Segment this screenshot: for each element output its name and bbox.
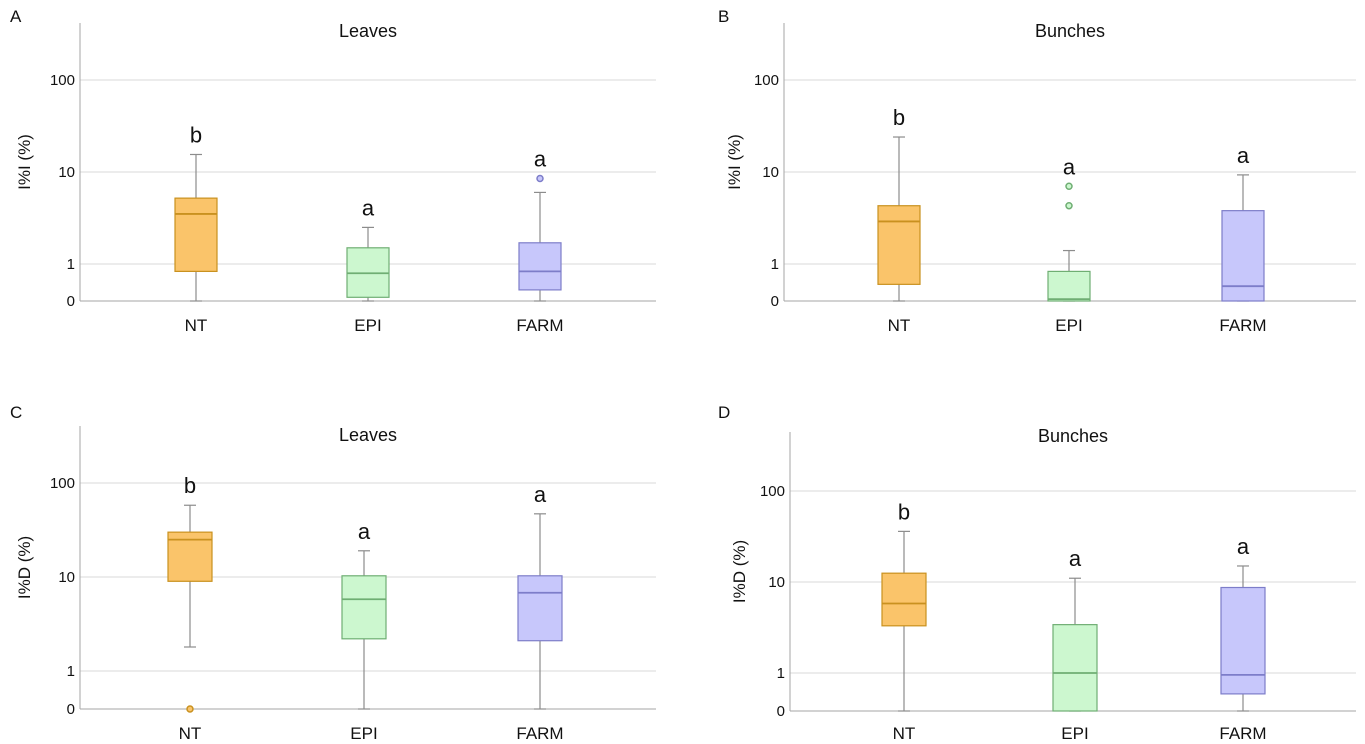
boxplot-epi: a: [341, 519, 387, 710]
boxplot-farm: a: [1220, 534, 1266, 712]
outlier-point: [1065, 201, 1073, 210]
y-tick-label: 1: [67, 256, 75, 273]
panel-title: Leaves: [339, 21, 397, 41]
y-tick-label: 0: [67, 293, 75, 310]
iqr-box: [881, 572, 927, 627]
significance-letter: a: [1069, 546, 1082, 571]
y-tick-label: 1: [67, 663, 75, 680]
iqr-box: [174, 197, 218, 272]
iqr-box: [1052, 624, 1098, 712]
y-tick-label: 1: [777, 665, 785, 682]
significance-letter: b: [190, 122, 202, 147]
category-label-nt: NT: [888, 316, 911, 335]
y-tick-label: 100: [50, 475, 75, 492]
significance-letter: b: [893, 105, 905, 130]
boxplot-farm: a: [517, 482, 563, 710]
iqr-box: [1220, 586, 1266, 695]
panel-a: A 0 1 10 100 Leaves I%I (%) NT EPI FARM b a a: [10, 7, 656, 335]
y-tick-label: 100: [754, 72, 779, 89]
boxplot-nt: b: [167, 473, 213, 713]
y-axis-label: I%I (%): [15, 134, 34, 190]
category-label-epi: EPI: [350, 724, 377, 743]
y-axis-label: I%D (%): [15, 536, 34, 599]
panel-title: Bunches: [1038, 426, 1108, 446]
category-label-nt: NT: [185, 316, 208, 335]
y-tick-label: 10: [58, 164, 75, 181]
category-label-nt: NT: [179, 724, 202, 743]
iqr-box: [517, 575, 563, 642]
significance-letter: a: [1063, 154, 1076, 179]
y-tick-label: 10: [762, 164, 779, 181]
y-axis-label: I%D (%): [730, 540, 749, 603]
category-label-epi: EPI: [1061, 724, 1088, 743]
panel-b: B 0 1 10 100 Bunches I%I (%) NT EPI FARM b a a: [718, 7, 1356, 335]
iqr-box: [1047, 270, 1091, 302]
boxplot-epi: a: [1052, 546, 1098, 712]
significance-letter: b: [184, 473, 196, 498]
boxplot-epi: a: [1047, 154, 1091, 302]
panel-letter: D: [718, 403, 730, 422]
iqr-box: [518, 242, 562, 291]
category-label-farm: FARM: [516, 724, 563, 743]
outlier-point: [536, 174, 544, 183]
significance-letter: a: [534, 146, 547, 171]
panel-letter: C: [10, 403, 22, 422]
y-axis-label: I%I (%): [725, 134, 744, 190]
iqr-box: [341, 575, 387, 640]
significance-letter: a: [1237, 534, 1250, 559]
significance-letter: a: [1237, 143, 1250, 168]
panel-c: C 0 1 10 100 Leaves I%D (%) NT EPI FARM b a a: [10, 403, 656, 743]
y-tick-label: 100: [760, 483, 785, 500]
y-tick-label: 1: [771, 256, 779, 273]
category-label-nt: NT: [893, 724, 916, 743]
panel-d: D 0 1 10 100 Bunches I%D (%) NT EPI FARM b a a: [718, 403, 1356, 743]
panel-title: Leaves: [339, 425, 397, 445]
y-tick-label: 10: [58, 569, 75, 586]
boxplot-nt: b: [174, 122, 218, 302]
y-tick-label: 0: [771, 293, 779, 310]
boxplot-nt: b: [881, 499, 927, 712]
outlier-point: [1065, 182, 1073, 191]
boxplot-farm: a: [1221, 143, 1265, 302]
y-tick-label: 100: [50, 72, 75, 89]
significance-letter: a: [362, 195, 375, 220]
panel-letter: B: [718, 7, 729, 26]
iqr-box: [1221, 210, 1265, 302]
y-tick-label: 0: [777, 703, 785, 720]
y-tick-label: 0: [67, 701, 75, 718]
category-label-farm: FARM: [1219, 724, 1266, 743]
category-label-epi: EPI: [354, 316, 381, 335]
significance-letter: a: [358, 519, 371, 544]
category-label-farm: FARM: [516, 316, 563, 335]
significance-letter: a: [534, 482, 547, 507]
significance-letter: b: [898, 499, 910, 524]
category-label-farm: FARM: [1219, 316, 1266, 335]
iqr-box: [877, 205, 921, 285]
boxplot-epi: a: [346, 195, 390, 302]
boxplot-nt: b: [877, 105, 921, 302]
y-tick-label: 10: [768, 574, 785, 591]
panel-letter: A: [10, 7, 22, 26]
panel-title: Bunches: [1035, 21, 1105, 41]
outlier-point: [186, 705, 194, 713]
category-label-epi: EPI: [1055, 316, 1082, 335]
boxplot-farm: a: [518, 146, 562, 302]
